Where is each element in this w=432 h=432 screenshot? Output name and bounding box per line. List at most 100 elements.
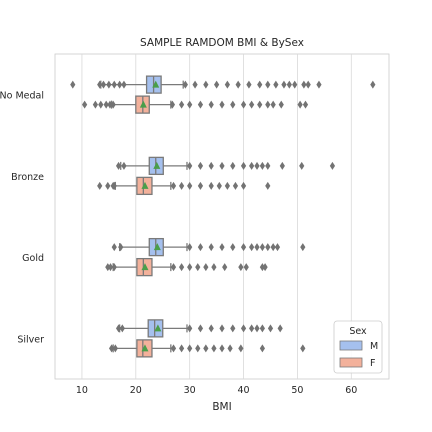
outlier-point [187,324,193,333]
outlier-point [208,161,214,170]
legend-swatch-f [339,357,363,368]
outlier-point [259,243,266,252]
outlier-point [106,80,112,89]
legend-swatch-m [339,340,363,351]
outlier-point [100,80,107,89]
outlier-point [301,80,307,89]
outlier-point [170,181,177,190]
y-tick-label: Gold [22,253,44,264]
outlier-point [292,80,298,89]
outlier-point [249,324,255,333]
outlier-point [243,263,249,272]
outlier-point [259,324,266,333]
outlier-point [222,263,228,272]
outlier-point [187,263,193,272]
outlier-point [300,344,306,353]
mean-marker [141,263,149,271]
outlier-point [178,181,185,190]
outlier-point [240,243,247,252]
outlier-point [254,161,260,170]
outlier-point [197,324,204,333]
outlier-point [118,243,124,252]
outlier-point [219,344,225,353]
outlier-point [187,161,193,170]
chart-title: SAMPLE RAMDOM BMI & BySex [140,37,304,49]
outlier-point [182,80,188,89]
y-tick-label: No Medal [0,91,44,102]
outlier-point [97,80,103,89]
mean-marker [139,100,147,108]
legend-title: Sex [349,326,367,337]
outlier-point [249,100,255,109]
outlier-point [238,344,244,353]
outlier-point [208,181,214,190]
outlier-point [216,181,222,190]
outlier-point [257,80,263,89]
outlier-point [265,80,271,89]
outlier-point [265,161,271,170]
outlier-point [230,324,236,333]
outlier-point [192,80,198,89]
outlier-point [299,161,305,170]
outlier-point [246,80,252,89]
outlier-point [107,100,113,109]
outlier-point [97,181,103,190]
outlier-point [302,100,309,109]
outlier-point [70,80,76,89]
legend: Sex M F [333,320,383,374]
box-group [108,339,306,358]
outlier-point [235,80,241,89]
outlier-point [305,80,311,89]
outlier-point [240,100,247,109]
outlier-point [170,344,177,353]
outlier-point [254,324,260,333]
outlier-point [111,80,117,89]
outlier-point [259,344,266,353]
box-group [82,95,309,114]
box-group [115,156,336,176]
box-group [97,176,271,196]
outlier-point [115,161,122,170]
y-tick-label: Bronze [11,172,44,183]
outlier-point [219,100,225,109]
outlier-point [197,181,204,190]
outlier-point [238,263,244,272]
outlier-point [277,324,283,333]
outlier-point [197,161,204,170]
outlier-point [224,80,230,89]
outlier-point [265,181,271,190]
outlier-point [265,100,271,109]
outlier-point [230,243,236,252]
outlier-point [103,100,109,109]
outlier-point [112,344,118,353]
outlier-point [178,263,185,272]
outlier-point [300,243,306,252]
tick-layer: 10 20 30 40 50 60 No Medal Bronze Gold Silver [0,91,357,396]
outlier-point [110,100,116,109]
outlier-point [111,263,117,272]
outlier-point [257,100,263,109]
mean-marker [152,80,160,88]
outlier-point [240,324,247,333]
outlier-point [208,324,214,333]
outlier-point [203,263,209,272]
outlier-point [197,100,204,109]
mean-marker [141,181,149,189]
outlier-point [270,100,276,109]
outlier-point [170,263,177,272]
outlier-point [316,80,322,89]
outlier-point [178,344,185,353]
outlier-point [232,181,239,190]
outlier-point [187,344,193,353]
outlier-point [187,181,193,190]
outlier-point [105,181,111,190]
mean-marker [153,161,161,169]
box-layer [70,75,376,358]
outlier-point [203,344,209,353]
outlier-point [208,243,214,252]
outlier-point [111,243,117,252]
outlier-point [267,324,274,333]
x-tick-label: 50 [291,385,303,396]
x-tick-label: 30 [184,385,196,396]
x-tick-label: 10 [76,385,88,396]
